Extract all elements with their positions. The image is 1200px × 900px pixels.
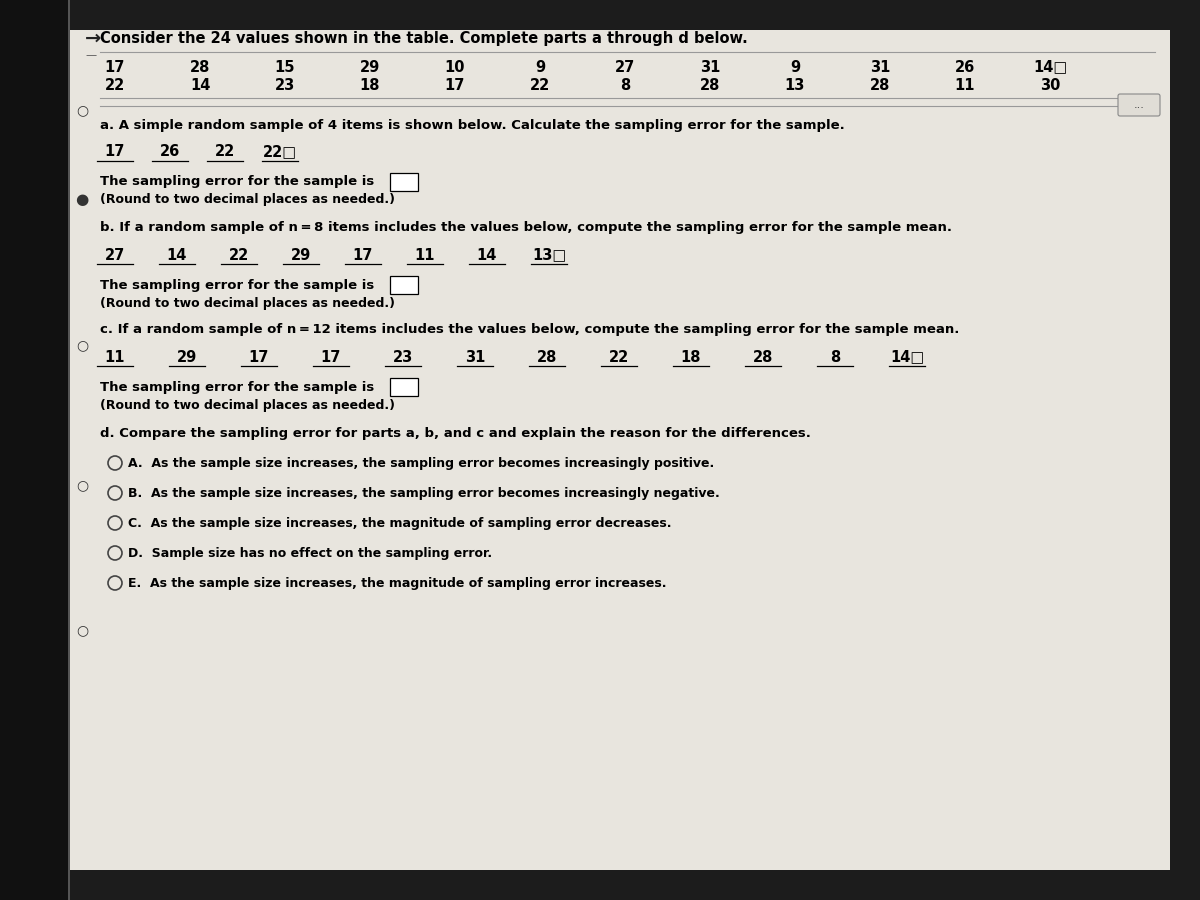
Bar — [0, 0, 68, 900]
Text: 8: 8 — [830, 349, 840, 364]
Text: 22: 22 — [530, 77, 550, 93]
Text: 17: 17 — [104, 145, 125, 159]
Text: 28: 28 — [870, 77, 890, 93]
Text: 11: 11 — [415, 248, 436, 263]
Text: a. A simple random sample of 4 items is shown below. Calculate the sampling erro: a. A simple random sample of 4 items is … — [100, 119, 845, 131]
Text: 15: 15 — [275, 59, 295, 75]
Text: 22: 22 — [215, 145, 235, 159]
Text: (Round to two decimal places as needed.): (Round to two decimal places as needed.) — [100, 296, 395, 310]
Text: (Round to two decimal places as needed.): (Round to two decimal places as needed.) — [100, 399, 395, 411]
Text: 30: 30 — [1040, 77, 1060, 93]
Text: 22□: 22□ — [263, 145, 298, 159]
Text: 14: 14 — [190, 77, 210, 93]
Text: c. If a random sample of n = 12 items includes the values below, compute the sam: c. If a random sample of n = 12 items in… — [100, 323, 959, 337]
Text: 14: 14 — [476, 248, 497, 263]
Text: 26: 26 — [160, 145, 180, 159]
Text: 23: 23 — [392, 349, 413, 364]
Text: b. If a random sample of n = 8 items includes the values below, compute the samp: b. If a random sample of n = 8 items inc… — [100, 221, 952, 235]
Text: 17: 17 — [445, 77, 466, 93]
Text: 17: 17 — [104, 59, 125, 75]
Text: E.  As the sample size increases, the magnitude of sampling error increases.: E. As the sample size increases, the mag… — [128, 577, 666, 590]
Text: Consider the 24 values shown in the table. Complete parts a through d below.: Consider the 24 values shown in the tabl… — [100, 31, 748, 46]
Text: The sampling error for the sample is: The sampling error for the sample is — [100, 381, 374, 393]
Text: 29: 29 — [176, 349, 197, 364]
Text: 23: 23 — [275, 77, 295, 93]
Text: 11: 11 — [104, 349, 125, 364]
Text: ○: ○ — [76, 103, 88, 117]
Text: ○: ○ — [76, 338, 88, 352]
FancyBboxPatch shape — [390, 276, 418, 294]
Text: 8: 8 — [620, 77, 630, 93]
Text: ...: ... — [1134, 100, 1145, 110]
Text: 14□: 14□ — [1033, 59, 1067, 75]
Text: 28: 28 — [190, 59, 210, 75]
Text: 29: 29 — [290, 248, 311, 263]
Text: The sampling error for the sample is: The sampling error for the sample is — [100, 278, 374, 292]
Text: d. Compare the sampling error for parts a, b, and c and explain the reason for t: d. Compare the sampling error for parts … — [100, 427, 811, 439]
Text: 13: 13 — [785, 77, 805, 93]
Text: A.  As the sample size increases, the sampling error becomes increasingly positi: A. As the sample size increases, the sam… — [128, 456, 714, 470]
Text: 14: 14 — [167, 248, 187, 263]
FancyBboxPatch shape — [1118, 94, 1160, 116]
Text: 22: 22 — [229, 248, 250, 263]
Text: 28: 28 — [752, 349, 773, 364]
Text: D.  Sample size has no effect on the sampling error.: D. Sample size has no effect on the samp… — [128, 546, 492, 560]
Text: 31: 31 — [700, 59, 720, 75]
Text: C.  As the sample size increases, the magnitude of sampling error decreases.: C. As the sample size increases, the mag… — [128, 517, 672, 529]
Text: ○: ○ — [76, 623, 88, 637]
Text: 28: 28 — [700, 77, 720, 93]
Text: (Round to two decimal places as needed.): (Round to two decimal places as needed.) — [100, 194, 395, 206]
Text: 18: 18 — [680, 349, 701, 364]
Text: 18: 18 — [360, 77, 380, 93]
Text: 22: 22 — [104, 77, 125, 93]
FancyBboxPatch shape — [390, 378, 418, 396]
Text: 9: 9 — [535, 59, 545, 75]
Text: 29: 29 — [360, 59, 380, 75]
Text: 17: 17 — [320, 349, 341, 364]
Text: 11: 11 — [955, 77, 976, 93]
Text: 31: 31 — [464, 349, 485, 364]
Text: 17: 17 — [353, 248, 373, 263]
Text: B.  As the sample size increases, the sampling error becomes increasingly negati: B. As the sample size increases, the sam… — [128, 487, 720, 500]
FancyBboxPatch shape — [390, 173, 418, 191]
Text: 14□: 14□ — [890, 349, 924, 364]
Text: 17: 17 — [248, 349, 269, 364]
Text: ○: ○ — [76, 478, 88, 492]
Text: 13□: 13□ — [532, 248, 566, 263]
Text: 10: 10 — [445, 59, 466, 75]
Text: →: → — [85, 29, 101, 48]
Text: The sampling error for the sample is: The sampling error for the sample is — [100, 176, 374, 188]
Bar — [68, 0, 70, 900]
Text: —: — — [85, 50, 96, 60]
Text: 31: 31 — [870, 59, 890, 75]
Text: ●: ● — [76, 193, 89, 208]
Text: 22: 22 — [608, 349, 629, 364]
Text: 9: 9 — [790, 59, 800, 75]
Text: 26: 26 — [955, 59, 976, 75]
Text: 28: 28 — [536, 349, 557, 364]
Text: 27: 27 — [614, 59, 635, 75]
Text: 27: 27 — [104, 248, 125, 263]
